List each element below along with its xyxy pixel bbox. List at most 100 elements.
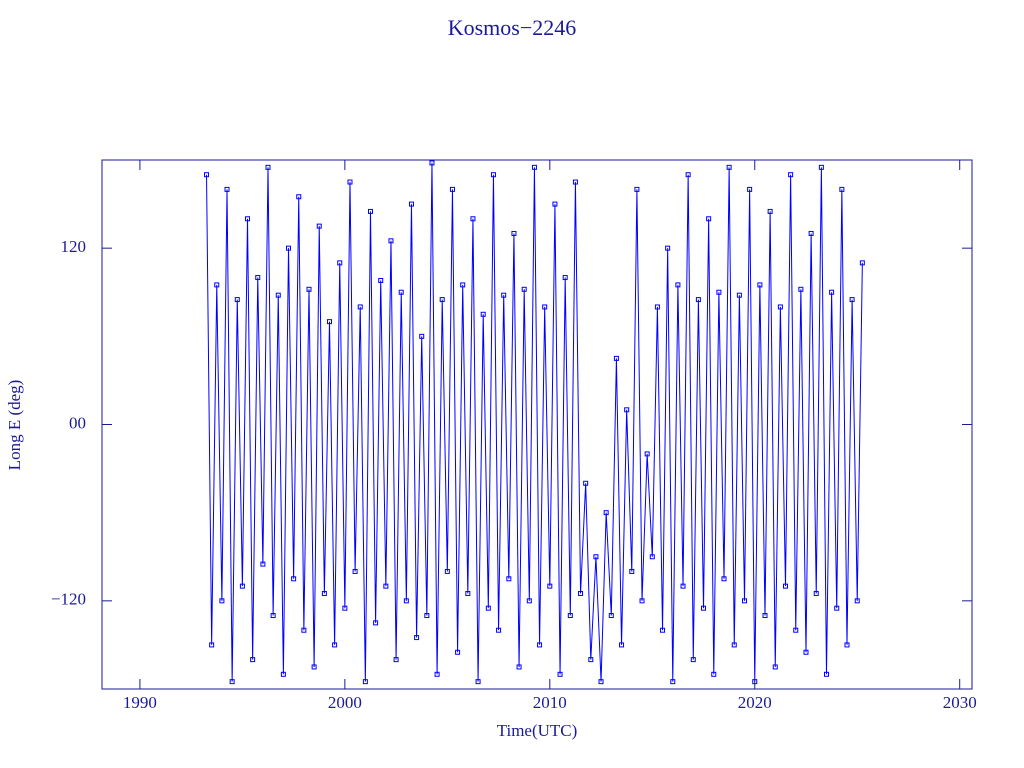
data-point: [408, 201, 414, 207]
data-point: [224, 186, 230, 192]
data-point: [311, 664, 317, 670]
data-point: [291, 576, 297, 582]
data-point: [834, 605, 840, 611]
data-point: [634, 186, 640, 192]
data-point: [690, 657, 696, 663]
data-point: [326, 319, 332, 325]
data-point: [629, 568, 635, 574]
plot-area: [204, 160, 865, 685]
data-point: [444, 568, 450, 574]
data-point: [537, 642, 543, 648]
data-point: [849, 297, 855, 303]
data-point: [429, 160, 435, 166]
data-point: [378, 277, 384, 283]
data-point: [352, 568, 358, 574]
data-point: [265, 164, 271, 170]
data-point: [209, 642, 215, 648]
data-point: [214, 282, 220, 288]
data-point: [485, 605, 491, 611]
y-axis-label: Long E (deg): [5, 380, 24, 471]
data-point: [839, 186, 845, 192]
data-point: [219, 598, 225, 604]
data-point: [695, 297, 701, 303]
data-point: [731, 642, 737, 648]
data-point: [701, 605, 707, 611]
data-point: [296, 194, 302, 200]
data-point: [434, 671, 440, 677]
data-point: [726, 164, 732, 170]
x-tick-label: 2000: [328, 693, 362, 712]
series-line: [206, 162, 863, 682]
data-point: [455, 649, 461, 655]
data-point: [567, 613, 573, 619]
data-point: [306, 286, 312, 292]
data-point: [332, 642, 338, 648]
data-point: [711, 671, 717, 677]
data-point: [286, 245, 292, 251]
data-point: [342, 605, 348, 611]
data-point: [557, 671, 563, 677]
data-point: [654, 304, 660, 310]
data-point: [501, 292, 507, 298]
data-point: [644, 451, 650, 457]
data-point: [547, 583, 553, 589]
data-point: [511, 230, 517, 236]
data-point: [675, 282, 681, 288]
data-point: [388, 238, 394, 244]
x-tick-label: 2030: [943, 693, 977, 712]
data-point: [583, 480, 589, 486]
data-point: [757, 282, 763, 288]
data-point: [449, 186, 455, 192]
chart-title: Kosmos−2246: [448, 15, 577, 40]
data-point: [572, 179, 578, 185]
data-point: [526, 598, 532, 604]
data-point: [280, 671, 286, 677]
data-point: [742, 598, 748, 604]
data-point: [506, 576, 512, 582]
data-point: [419, 333, 425, 339]
data-point: [398, 289, 404, 295]
data-point: [439, 297, 445, 303]
data-point: [275, 292, 281, 298]
data-point: [347, 179, 353, 185]
data-point: [680, 583, 686, 589]
x-tick-label: 2010: [533, 693, 567, 712]
data-point: [521, 286, 527, 292]
data-point: [204, 172, 210, 178]
data-point: [603, 510, 609, 516]
data-point: [542, 304, 548, 310]
data-point: [762, 613, 768, 619]
data-point: [665, 245, 671, 251]
data-point: [823, 671, 829, 677]
data-point: [373, 620, 379, 626]
data-point: [670, 679, 676, 685]
data-point: [367, 208, 373, 214]
data-point: [578, 590, 584, 596]
data-point: [649, 554, 655, 560]
data-point: [685, 172, 691, 178]
data-point: [260, 561, 266, 567]
data-point: [777, 304, 783, 310]
data-point: [660, 627, 666, 633]
data-point: [716, 289, 722, 295]
data-point: [803, 649, 809, 655]
data-point: [798, 286, 804, 292]
x-axis-label: Time(UTC): [497, 721, 578, 740]
data-point: [270, 613, 276, 619]
data-point: [470, 216, 476, 222]
y-tick-label: 120: [61, 237, 87, 256]
data-point: [736, 292, 742, 298]
data-point: [465, 590, 471, 596]
data-point: [829, 289, 835, 295]
data-point: [424, 613, 430, 619]
data-point: [608, 613, 614, 619]
data-point: [245, 216, 251, 222]
data-point: [747, 186, 753, 192]
data-point: [793, 627, 799, 633]
data-point: [383, 583, 389, 589]
data-point: [613, 355, 619, 361]
data-point: [818, 164, 824, 170]
data-point: [772, 664, 778, 670]
data-point: [393, 657, 399, 663]
